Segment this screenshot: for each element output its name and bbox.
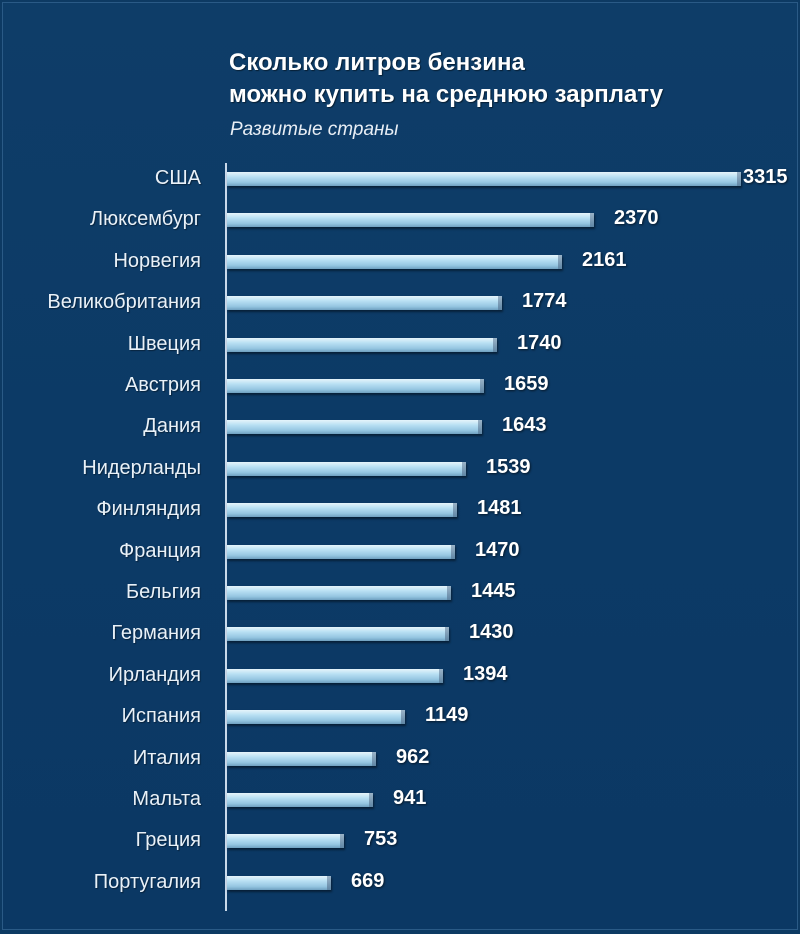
category-label: Нидерланды (82, 456, 201, 479)
bar (227, 710, 405, 725)
category-label: Бельгия (126, 581, 201, 603)
bar (227, 503, 457, 518)
bar (227, 586, 451, 600)
category-label: Великобритания (47, 291, 201, 314)
bar-row: Финляндия 1481 (3, 497, 800, 523)
value-label: 1445 (471, 580, 516, 602)
value-label: 1740 (517, 331, 562, 354)
value-label: 1149 (425, 704, 469, 727)
category-label: Италия (132, 746, 201, 769)
bar (227, 875, 331, 890)
bar (227, 834, 344, 849)
bar (227, 751, 376, 766)
value-label: 1774 (522, 290, 567, 313)
bar (227, 420, 482, 435)
bar (227, 172, 741, 186)
bar-row: Германия 1430 (3, 621, 800, 647)
bar (227, 544, 455, 559)
bar-row: Греция 753 (3, 828, 800, 854)
bar (227, 461, 466, 476)
y-axis-line (225, 163, 227, 911)
category-label: Мальта (132, 788, 201, 810)
bar (227, 379, 484, 393)
category-label: Дания (143, 415, 201, 438)
bar-row: Австрия 1659 (3, 373, 800, 399)
category-label: Люксембург (90, 208, 201, 231)
category-label: Испания (121, 705, 201, 728)
bar (227, 296, 502, 311)
category-label: США (154, 167, 201, 189)
chart-subtitle: Развитые страны (230, 119, 399, 140)
bar-row: США 3315 (3, 166, 800, 192)
category-label: Швеция (127, 332, 201, 355)
category-label: Франция (119, 539, 201, 562)
value-label: 2161 (582, 248, 627, 271)
bar-row: Нидерланды 1539 (3, 456, 800, 482)
bar-row: Португалия 669 (3, 870, 800, 896)
value-label: 2370 (614, 207, 659, 230)
bar (227, 668, 443, 683)
chart-title-line-1: Сколько литров бензина (229, 49, 525, 76)
value-label: 669 (351, 869, 385, 892)
bar (227, 337, 497, 352)
value-label: 1481 (477, 497, 522, 520)
value-label: 962 (396, 745, 430, 768)
bar-row: Ирландия 1394 (3, 663, 800, 689)
bar-row: Мальта 941 (3, 787, 800, 813)
value-label: 1394 (463, 662, 508, 685)
value-label: 1470 (475, 538, 520, 561)
bar (227, 254, 562, 269)
category-label: Германия (111, 622, 201, 645)
bar (227, 627, 449, 642)
category-label: Норвегия (113, 249, 201, 272)
chart-title-line-2: можно купить на среднюю зарплату (229, 81, 664, 108)
category-label: Австрия (124, 374, 201, 396)
category-label: Греция (135, 829, 201, 852)
category-label: Финляндия (96, 498, 201, 521)
value-label: 1643 (502, 414, 547, 437)
category-label: Ирландия (108, 663, 201, 686)
bar-row: Испания 1149 (3, 704, 800, 730)
bar (227, 793, 373, 807)
bar-row: Бельгия 1445 (3, 580, 800, 606)
category-label: Португалия (93, 870, 201, 893)
bar-row: Люксембург 2370 (3, 207, 800, 233)
bar-row: Дания 1643 (3, 414, 800, 440)
value-label: 3315 (743, 166, 788, 188)
chart-title: Сколько литров бензина можно купить на с… (229, 47, 663, 111)
bar-row: Швеция 1740 (3, 332, 800, 358)
value-label: 1539 (486, 455, 531, 478)
bar-row: Италия 962 (3, 746, 800, 772)
value-label: 753 (364, 828, 398, 851)
bar (227, 213, 594, 228)
value-label: 1659 (504, 373, 549, 395)
value-label: 1430 (469, 621, 514, 644)
value-label: 941 (393, 787, 427, 809)
bar-row: Франция 1470 (3, 539, 800, 565)
bar-row: Норвегия 2161 (3, 249, 800, 275)
bar-row: Великобритания 1774 (3, 290, 800, 316)
